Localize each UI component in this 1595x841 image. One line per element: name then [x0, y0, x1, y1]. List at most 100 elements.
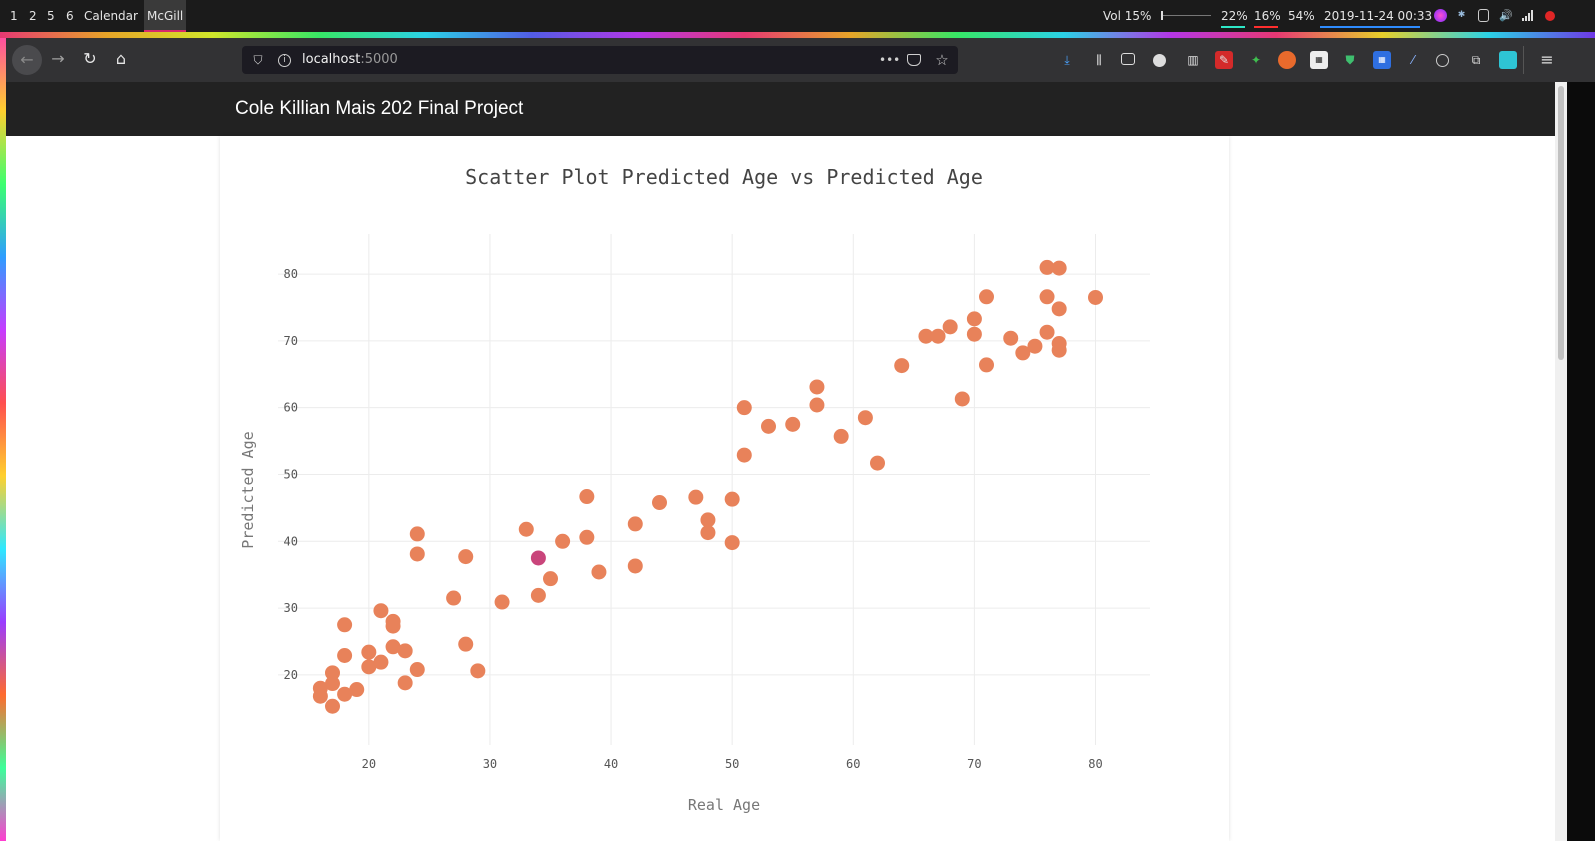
scatter-point[interactable]	[1039, 324, 1055, 340]
scatter-point[interactable]	[942, 319, 958, 335]
more-actions-icon[interactable]: •••	[879, 53, 901, 67]
scatter-point[interactable]	[736, 400, 752, 416]
scatter-point[interactable]	[809, 379, 825, 395]
scatter-point[interactable]	[337, 647, 353, 663]
scatter-point[interactable]	[385, 639, 401, 655]
scatter-point[interactable]	[325, 676, 340, 692]
scatter-point[interactable]	[1039, 259, 1055, 275]
workspace-2[interactable]: 2	[29, 9, 37, 23]
scatter-point[interactable]	[530, 587, 546, 603]
scatter-point[interactable]	[1039, 289, 1055, 305]
scatter-point[interactable]	[446, 590, 462, 606]
scatter-point[interactable]	[373, 603, 389, 619]
scatter-point[interactable]	[373, 654, 389, 670]
scatter-point[interactable]	[409, 526, 425, 542]
scatter-point[interactable]	[470, 663, 486, 679]
scatter-point[interactable]	[337, 686, 353, 702]
scatter-point[interactable]	[579, 489, 595, 505]
power-icon[interactable]	[1436, 54, 1449, 67]
scatter-point[interactable]	[337, 617, 353, 633]
scatter-point[interactable]	[954, 391, 970, 407]
scatter-point[interactable]	[785, 416, 801, 432]
extension-green-icon[interactable]: ✦	[1250, 53, 1262, 67]
volume-slider[interactable]	[1161, 15, 1211, 16]
scatter-point[interactable]	[591, 564, 607, 580]
notification-icon[interactable]	[1545, 11, 1555, 21]
sidebar-icon[interactable]	[1121, 53, 1135, 65]
tab-manager-icon[interactable]: ⧉	[1471, 53, 1481, 67]
clock[interactable]: 2019-11-24 00:33	[1324, 9, 1433, 23]
scatter-point[interactable]	[543, 571, 558, 587]
scatter-point[interactable]	[700, 512, 716, 528]
extension-grid-icon[interactable]: ▥	[1187, 53, 1199, 67]
slack-icon[interactable]: ✱	[1457, 10, 1466, 20]
scrollbar-thumb[interactable]	[1558, 86, 1564, 360]
library-icon[interactable]: ⫼	[1096, 53, 1102, 67]
scatter-point[interactable]	[688, 489, 704, 505]
scatter-point[interactable]	[700, 525, 716, 541]
scatter-point[interactable]	[930, 328, 946, 344]
scatter-point[interactable]	[627, 558, 643, 574]
highlighted-scatter-point[interactable]	[530, 550, 546, 566]
workspace-1[interactable]: 1	[10, 9, 18, 23]
scatter-point[interactable]	[409, 662, 425, 678]
ublock-shield-icon[interactable]: ⛊	[1345, 53, 1355, 67]
scatter-point[interactable]	[652, 495, 667, 511]
scatter-point[interactable]	[966, 311, 982, 327]
scatter-point[interactable]	[458, 549, 474, 565]
home-icon[interactable]: ⌂	[115, 49, 127, 68]
scatter-point[interactable]	[1051, 342, 1067, 358]
shield-icon[interactable]: ⛉	[253, 53, 263, 67]
back-arrow-icon[interactable]: ←	[12, 45, 42, 75]
scatter-point[interactable]	[1051, 260, 1067, 276]
workspace-5[interactable]: 5	[47, 9, 55, 23]
page-scrollbar[interactable]	[1555, 82, 1567, 841]
reload-icon[interactable]: ↻	[83, 49, 97, 68]
volume-indicator[interactable]: Vol 15%	[1103, 9, 1152, 23]
speaker-icon[interactable]: 🔊	[1499, 9, 1513, 22]
scatter-point[interactable]	[966, 326, 982, 342]
scatter-point[interactable]	[918, 328, 934, 344]
scatter-point[interactable]	[385, 618, 401, 634]
scatter-point[interactable]	[736, 447, 752, 463]
scatter-point[interactable]	[979, 357, 994, 373]
scatter-point[interactable]	[1051, 301, 1067, 317]
scatter-point[interactable]	[979, 289, 994, 305]
scatter-point[interactable]	[349, 682, 365, 698]
volume-slider-knob[interactable]	[1161, 11, 1163, 20]
scatter-point[interactable]	[1027, 338, 1043, 354]
forward-arrow-icon[interactable]: →	[51, 49, 65, 68]
scatter-point[interactable]	[857, 410, 873, 426]
scatter-point[interactable]	[1003, 330, 1019, 346]
workspace-6[interactable]: 6	[66, 9, 74, 23]
scatter-point[interactable]	[579, 529, 595, 545]
scatter-point[interactable]	[494, 594, 510, 610]
scatter-point[interactable]	[555, 533, 571, 549]
scatter-point[interactable]	[833, 428, 849, 444]
download-icon[interactable]: ⤓	[1064, 53, 1070, 67]
scatter-point[interactable]	[1015, 345, 1031, 361]
color-picker-icon[interactable]: ⁄	[1411, 53, 1414, 67]
scatter-point[interactable]	[312, 688, 328, 704]
google-calendar-icon[interactable]: ▦	[1373, 51, 1391, 69]
extension-calendar-icon[interactable]: ▦	[1310, 51, 1328, 69]
save-icon[interactable]	[1499, 51, 1517, 69]
scatter-point[interactable]	[361, 659, 377, 675]
scatter-point[interactable]	[894, 358, 910, 374]
scatter-point[interactable]	[325, 698, 340, 714]
scatter-point[interactable]	[1088, 289, 1103, 305]
bookmark-star-icon[interactable]: ☆	[935, 51, 949, 69]
workspace-calendar[interactable]: Calendar	[84, 9, 138, 23]
url-text[interactable]: localhost:5000	[302, 46, 398, 74]
scatter-point[interactable]	[870, 455, 885, 471]
scatter-point[interactable]	[397, 675, 413, 691]
scatter-point[interactable]	[458, 636, 474, 652]
scatter-point[interactable]	[809, 397, 825, 413]
site-title[interactable]: Cole Killian Mais 202 Final Project	[235, 98, 524, 119]
account-icon[interactable]	[1153, 54, 1166, 67]
scatter-point[interactable]	[724, 535, 740, 551]
duckduckgo-icon[interactable]	[1278, 51, 1296, 69]
scatter-point[interactable]	[761, 418, 776, 434]
scatter-point[interactable]	[361, 644, 377, 660]
scatter-point[interactable]	[724, 491, 740, 507]
